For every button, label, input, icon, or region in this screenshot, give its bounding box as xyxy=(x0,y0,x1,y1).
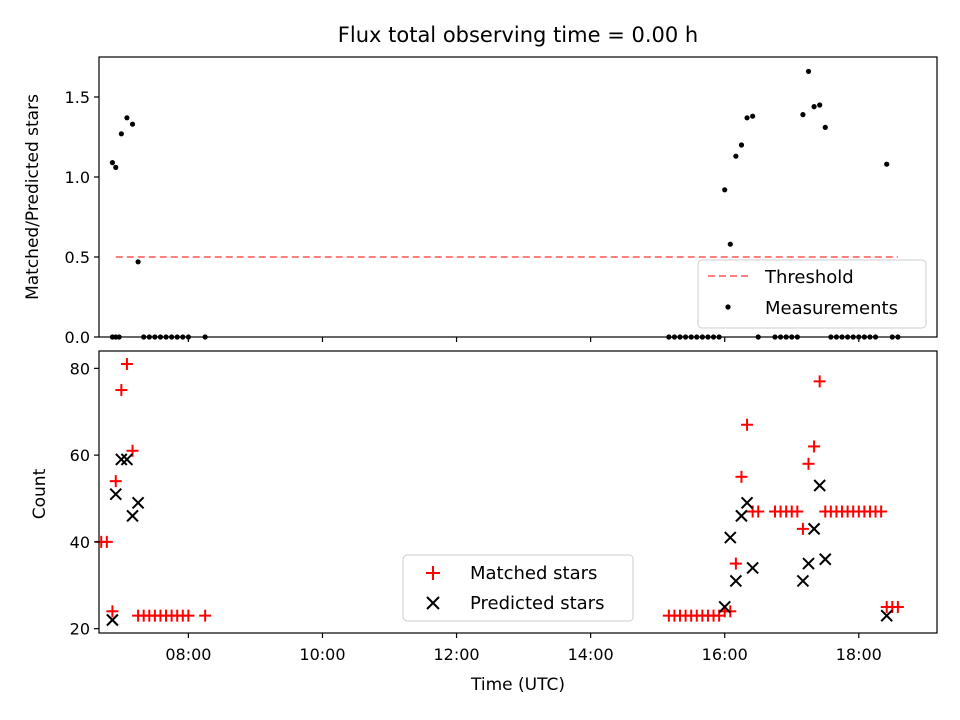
chart-title: Flux total observing time = 0.00 h xyxy=(338,23,698,47)
predicted-star-point xyxy=(109,487,122,501)
top-x-ticks xyxy=(187,337,860,342)
matched-star-point xyxy=(199,609,212,622)
predicted-star-point xyxy=(729,574,743,588)
measurement-point xyxy=(733,153,739,159)
measurement-point xyxy=(113,164,119,170)
matched-star-point xyxy=(802,457,815,470)
measurement-point xyxy=(822,124,828,130)
x-tick-label: 12:00 xyxy=(433,645,479,664)
predicted-star-point xyxy=(880,609,893,622)
x-tick-label: 08:00 xyxy=(165,645,211,664)
bottom-y-ticks: 20 40 60 80 xyxy=(70,359,99,639)
matched-star-point xyxy=(735,470,748,483)
matched-star-point xyxy=(182,609,195,622)
predicted-star-point xyxy=(120,453,134,466)
top-y-axis-label: Matched/Predicted stars xyxy=(23,94,43,300)
predicted-star-point xyxy=(735,509,748,523)
legend-predicted-swatch xyxy=(426,596,440,610)
matched-star-point xyxy=(891,600,904,613)
top-legend-box xyxy=(697,259,927,329)
predicted-star-point xyxy=(802,557,815,570)
bottom-legend-box xyxy=(402,554,634,622)
bottom-y-axis-label: Count xyxy=(30,468,50,519)
matched-star-point xyxy=(109,475,122,488)
predicted-star-point xyxy=(115,453,128,466)
top-axes-frame xyxy=(98,56,938,338)
top-y-ticks: 0.0 0.5 1.0 1.5 xyxy=(65,88,99,347)
bottom-plot-area xyxy=(95,358,904,627)
legend-matched-label: Matched stars xyxy=(470,563,597,584)
measurement-point xyxy=(135,259,141,265)
predicted-star-point xyxy=(740,496,754,510)
measurement-point xyxy=(744,115,750,121)
measurement-point xyxy=(811,104,817,110)
predicted-star-point xyxy=(126,509,139,523)
measurement-point xyxy=(109,160,116,166)
matched-star-point xyxy=(729,557,742,570)
measurement-point xyxy=(805,68,812,74)
predicted-star-point xyxy=(106,613,119,627)
predicted-star-point xyxy=(724,531,737,544)
x-tick-label: 16:00 xyxy=(702,645,748,664)
predicted-star-point xyxy=(131,496,145,510)
measurement-point xyxy=(750,113,756,119)
top-legend: Threshold Measurements xyxy=(697,259,927,329)
matched-star-point xyxy=(752,505,765,518)
top-y-tick-label: 1.0 xyxy=(65,168,90,187)
measurement-point xyxy=(727,241,733,247)
matched-star-point xyxy=(791,505,804,518)
x-tick-label: 18:00 xyxy=(836,645,882,664)
predicted-star-point xyxy=(746,561,759,575)
matched-star-point xyxy=(875,505,888,518)
bottom-x-ticks: 08:00 10:00 12:00 14:00 16:00 18:00 xyxy=(165,633,882,664)
predicted-star-point xyxy=(813,479,826,492)
predicted-star-point xyxy=(796,574,810,588)
measurement-point xyxy=(129,121,136,127)
legend-threshold-label: Threshold xyxy=(764,267,854,288)
bottom-y-tick-label: 60 xyxy=(70,446,90,465)
x-axis-label: Time (UTC) xyxy=(470,675,565,695)
matched-star-point xyxy=(106,605,119,618)
matched-star-point xyxy=(115,384,128,397)
measurement-point xyxy=(124,115,130,121)
top-y-tick-label: 1.5 xyxy=(65,88,90,107)
measurement-point xyxy=(817,102,823,108)
top-y-tick-label: 0.5 xyxy=(65,248,90,267)
bottom-y-tick-label: 40 xyxy=(70,533,90,552)
measurement-point xyxy=(722,187,728,193)
predicted-star-point xyxy=(819,553,832,566)
measurement-point xyxy=(884,161,890,167)
matched-star-point xyxy=(741,418,754,431)
legend-matched-swatch xyxy=(426,566,440,580)
predicted-star-point xyxy=(718,600,731,614)
bottom-y-tick-label: 80 xyxy=(70,359,90,378)
predicted-star-point xyxy=(807,522,821,536)
x-tick-label: 10:00 xyxy=(299,645,345,664)
matched-star-point xyxy=(120,358,133,371)
legend-measurements-label: Measurements xyxy=(765,298,898,319)
matched-star-point xyxy=(796,522,809,535)
bottom-axes-frame xyxy=(98,350,938,634)
measurement-point xyxy=(800,112,806,118)
matched-star-point xyxy=(100,535,113,548)
top-y-tick-label: 0.0 xyxy=(65,328,90,347)
measurement-point xyxy=(738,142,745,148)
legend-predicted-label: Predicted stars xyxy=(470,593,604,614)
bottom-legend: Matched stars Predicted stars xyxy=(402,554,634,622)
measurement-point xyxy=(118,131,124,137)
matched-star-point xyxy=(808,440,821,453)
legend-measurements-swatch xyxy=(725,304,731,310)
x-tick-label: 14:00 xyxy=(568,645,614,664)
bottom-y-tick-label: 20 xyxy=(70,620,90,639)
matched-star-point xyxy=(813,375,826,388)
